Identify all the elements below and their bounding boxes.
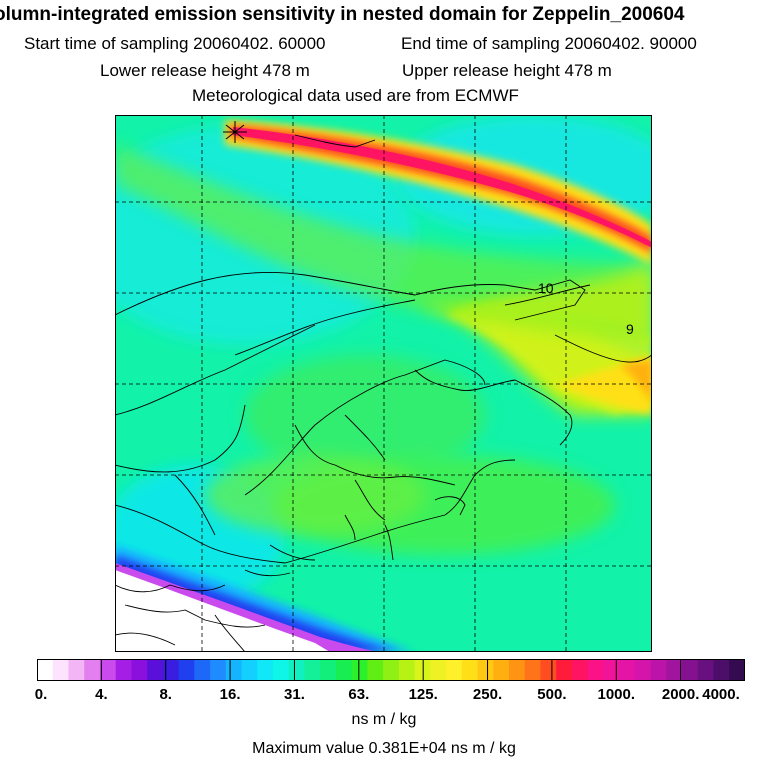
sensitivity-field <box>115 115 652 652</box>
upper-release-label: Upper release height 478 m <box>402 61 612 80</box>
colorbar-cell <box>634 659 652 681</box>
met-data-label: Meteorological data used are from ECMWF <box>192 86 519 105</box>
colorbar-tick-label: 4000. <box>702 686 740 703</box>
colorbar-cell <box>351 659 368 681</box>
colorbar-cell <box>115 659 132 681</box>
colorbar-cell <box>52 659 70 681</box>
colorbar-tick-label: 250. <box>472 686 503 703</box>
colorbar-cell <box>304 659 321 681</box>
colorbar-cell <box>37 659 54 681</box>
colorbar-cell <box>729 659 745 681</box>
colorbar-cell <box>131 659 148 681</box>
colorbar-cell <box>288 659 306 681</box>
start-time-label: Start time of sampling 20060402. 60000 <box>24 34 326 53</box>
colorbar-cell <box>194 659 211 681</box>
colorbar-tick-label: 8. <box>159 686 172 703</box>
contour-label-10: 10 <box>538 280 554 296</box>
colorbar-cell <box>446 659 463 681</box>
colorbar-cell <box>650 659 667 681</box>
release-site-marker <box>223 121 247 143</box>
contour-label-9: 9 <box>626 321 634 337</box>
colorbar-cell <box>697 659 715 681</box>
colorbar-cell <box>556 659 573 681</box>
colorbar-cell <box>383 659 400 681</box>
colorbar-cell <box>162 659 180 681</box>
colorbar-cell <box>461 659 479 681</box>
emission-sensitivity-map: 10 9 <box>115 115 652 652</box>
colorbar-cell <box>619 659 636 681</box>
map-frame <box>115 115 652 652</box>
coastlines <box>115 134 652 652</box>
colorbar-tick-label: 125. <box>408 686 438 703</box>
colorbar-cell <box>178 659 195 681</box>
colorbar-tick-label: 500. <box>537 686 567 703</box>
colorbar-cell <box>398 659 416 681</box>
colorbar-cell <box>682 659 699 681</box>
colorbar-cell <box>493 659 510 681</box>
colorbar-cell <box>68 659 85 681</box>
colorbar-cell <box>335 659 353 681</box>
colorbar-cell <box>524 659 542 681</box>
colorbar-cell <box>99 659 117 681</box>
colorbar-tick-label: 31. <box>284 686 305 703</box>
lower-release-label: Lower release height 478 m <box>100 61 310 80</box>
colorbar-tick-label: 2000. <box>661 686 700 703</box>
colorbar-units: ns m / kg <box>351 711 417 728</box>
colorbar <box>37 659 745 681</box>
colorbar-cell <box>540 659 557 681</box>
colorbar-cell <box>587 659 604 681</box>
colorbar-cell <box>367 659 384 681</box>
colorbar-tick-label: 16. <box>219 686 241 703</box>
colorbar-cell <box>257 659 274 681</box>
colorbar-cell <box>603 659 620 681</box>
colorbar-cell <box>147 659 164 681</box>
colorbar-cell <box>210 659 227 681</box>
colorbar-cell <box>509 659 526 681</box>
colorbar-tick-label: 63. <box>348 686 370 703</box>
colorbar-cell <box>430 659 447 681</box>
colorbar-cell <box>571 659 589 681</box>
colorbar-cell <box>666 659 683 681</box>
lat-lon-grid <box>115 115 652 652</box>
colorbar-cell <box>225 659 243 681</box>
maximum-value-label: Maximum value 0.381E+04 ns m / kg <box>252 740 516 757</box>
end-time-label: End time of sampling 20060402. 90000 <box>401 34 697 53</box>
colorbar-tick-label: 4. <box>95 686 108 703</box>
colorbar-cell <box>713 659 730 681</box>
plot-title: olumn-integrated emission sensitivity in… <box>0 4 685 25</box>
colorbar-cell <box>241 659 258 681</box>
colorbar-tick-label: 1000. <box>597 686 636 703</box>
colorbar-cell <box>273 659 290 681</box>
colorbar-cell <box>477 659 494 681</box>
colorbar-tick-label: 0. <box>34 686 48 703</box>
colorbar-cell <box>84 659 101 681</box>
colorbar-cell <box>320 659 337 681</box>
